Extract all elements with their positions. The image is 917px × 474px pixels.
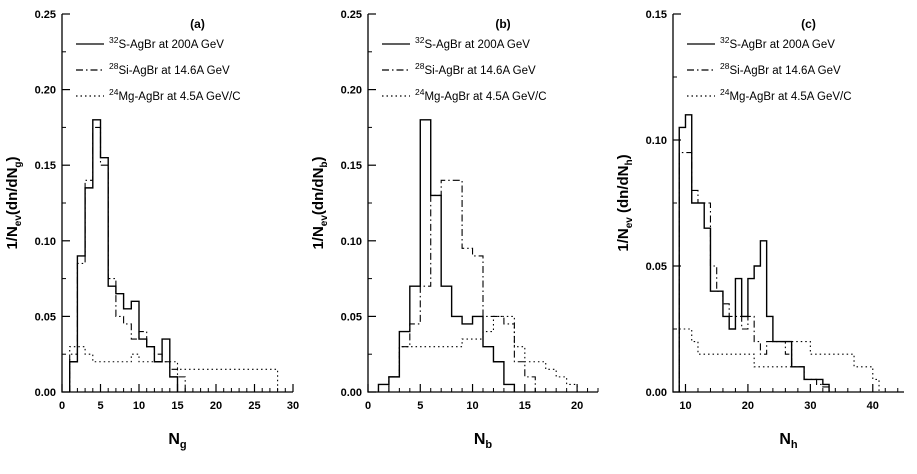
legend-entry-label: 32S-AgBr at 200A GeV (415, 35, 530, 51)
panel-label: (a) (190, 17, 205, 31)
y-axis-title: 1/Nev (dn/dNh) (615, 154, 635, 251)
y-tick-label: 0.10 (341, 236, 362, 248)
y-tick-label: 0.05 (35, 311, 56, 323)
y-tick-label: 0.00 (646, 387, 667, 399)
y-tick-label: 0.15 (341, 160, 362, 172)
panel-b-chart: 0 5 10 15 20 0.00 0.05 0.10 0.15 0.20 0.25 (b) Nb 1/N… (310, 9, 599, 451)
y-tick-label: 0.05 (341, 311, 362, 323)
x-tick-label: 0 (365, 400, 371, 412)
legend-entry-label: 24Mg-AgBr at 4.5A GeV/C (720, 87, 852, 103)
x-tick-label: 30 (804, 400, 816, 412)
legend-entry-label: 28Si-AgBr at 14.6A GeV (109, 61, 230, 77)
y-tick-label: 0.00 (341, 387, 362, 399)
y-axis-title: 1/Nev(dn/dNb) (310, 156, 330, 249)
legend-entry-label: 28Si-AgBr at 14.6A GeV (720, 61, 841, 77)
x-tick-label: 10 (133, 400, 145, 412)
legend-entry-label: 24Mg-AgBr at 4.5A GeV/C (109, 87, 241, 103)
panel-label: (c) (801, 17, 816, 31)
y-tick-label: 0.25 (341, 9, 362, 21)
legend-entry-label: 28Si-AgBr at 14.6A GeV (415, 61, 536, 77)
histogram-series-2 (69, 346, 279, 392)
histogram-series-1 (678, 152, 830, 392)
panel-c-chart: 10 20 30 40 0.00 0.05 0.10 0.15 (c) Nh 1/Nev (dn/d… (615, 9, 904, 451)
x-tick-label: 15 (519, 400, 531, 412)
x-tick-label: 5 (417, 400, 423, 412)
panel-label: (b) (495, 17, 510, 31)
histogram-series-2 (678, 328, 880, 392)
legend-entry-label: 24Mg-AgBr at 4.5A GeV/C (415, 87, 547, 103)
y-tick-label: 0.10 (35, 236, 56, 248)
y-axis-title: 1/Nev(dn/dNg) (4, 156, 24, 249)
histogram-series-2 (388, 315, 578, 392)
y-tick-label: 0.10 (646, 135, 667, 147)
y-tick-label: 0.00 (35, 387, 56, 399)
y-tick-label: 0.20 (341, 85, 362, 97)
x-tick-label: 30 (287, 400, 299, 412)
histogram-series-1 (388, 179, 536, 392)
histogram-series-1 (69, 126, 186, 392)
x-axis-title: Nb (474, 431, 493, 451)
x-axis-title: Ng (168, 431, 186, 451)
x-axis-title: Nh (779, 431, 798, 451)
x-tick-label: 0 (59, 400, 65, 412)
x-tick-label: 15 (171, 400, 183, 412)
legend-entry-label: 32S-AgBr at 200A GeV (109, 35, 224, 51)
x-tick-label: 10 (679, 400, 691, 412)
x-tick-label: 20 (210, 400, 222, 412)
y-tick-label: 0.15 (35, 160, 56, 172)
x-tick-label: 25 (248, 400, 260, 412)
x-tick-label: 40 (867, 400, 879, 412)
histogram-series-0 (377, 119, 516, 392)
x-tick-label: 5 (97, 400, 103, 412)
panel-a-chart: 0 5 10 15 20 25 30 0.00 0.05 0.10 0.15 0.20 0.25 (a) N… (4, 9, 299, 451)
x-tick-label: 20 (571, 400, 583, 412)
histogram-series-0 (69, 119, 179, 392)
y-tick-label: 0.15 (646, 9, 667, 21)
legend-entry-label: 32S-AgBr at 200A GeV (720, 35, 835, 51)
histogram-series-0 (678, 114, 830, 392)
y-tick-label: 0.25 (35, 9, 56, 21)
x-tick-label: 10 (466, 400, 478, 412)
x-tick-label: 20 (742, 400, 754, 412)
y-tick-label: 0.05 (646, 261, 667, 273)
y-tick-label: 0.20 (35, 85, 56, 97)
